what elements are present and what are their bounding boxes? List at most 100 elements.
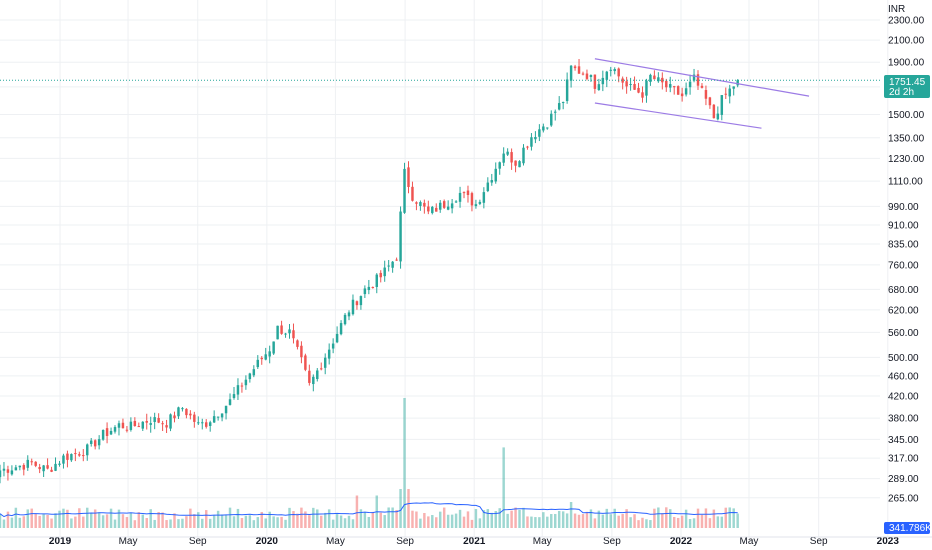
candle-body	[661, 77, 664, 83]
volume-bar	[78, 508, 81, 528]
volume-bar	[609, 514, 612, 528]
candle-body	[609, 69, 612, 71]
volume-bar	[89, 512, 93, 528]
volume-bar	[419, 518, 422, 528]
volume-bar	[462, 516, 466, 528]
volume-bar	[347, 515, 351, 528]
candle-body	[573, 66, 577, 69]
candle-body	[347, 312, 351, 317]
candle-body	[38, 466, 41, 470]
candle-body	[129, 421, 133, 430]
candle-body	[46, 465, 49, 469]
candle-body	[657, 77, 660, 82]
candle-body	[629, 84, 632, 86]
candle-body	[161, 423, 164, 425]
volume-bar	[446, 514, 450, 528]
candle-body	[554, 111, 557, 113]
candle-body	[407, 167, 410, 187]
candle-body	[189, 413, 192, 416]
candle-body	[264, 354, 267, 360]
volume-bar	[371, 511, 375, 528]
volume-bar	[669, 509, 672, 528]
volume-bar	[506, 513, 509, 528]
volume-bar	[621, 513, 624, 528]
candle-body	[50, 469, 53, 472]
volume-bar	[42, 514, 45, 528]
candle-body	[260, 357, 263, 360]
y-tick-label: 345.00	[888, 435, 919, 446]
volume-bar	[169, 519, 172, 528]
y-tick-label: 2300.00	[888, 16, 925, 27]
candlesticks	[0, 58, 739, 484]
candle-body	[613, 69, 616, 72]
candle-body	[14, 467, 18, 471]
volume-bar	[466, 511, 470, 528]
trend-channel[interactable]	[594, 58, 810, 129]
candle-body	[109, 430, 113, 435]
candle-body	[585, 73, 589, 79]
candle-body	[669, 84, 672, 88]
volume-bar	[645, 519, 648, 528]
volume-bar	[494, 511, 497, 528]
candle-body	[300, 345, 303, 358]
candle-body	[312, 376, 315, 385]
channel-lower-line	[594, 102, 762, 129]
candle-body	[621, 78, 624, 83]
volume-bar	[704, 508, 708, 528]
volume-bar	[383, 515, 386, 528]
candle-body	[676, 86, 680, 95]
candle-body	[339, 323, 343, 335]
volume-bar	[292, 511, 295, 528]
volume-bar	[86, 507, 89, 528]
time-axis[interactable]: 2019 May Sep 2020 May Sep 2021 May Sep 2022 May Sep…	[0, 536, 932, 547]
volume-bar	[0, 513, 2, 528]
volume-bar	[220, 514, 224, 528]
volume-bar	[105, 514, 109, 528]
y-tick-label: 1230.00	[888, 154, 925, 165]
candle-body	[316, 370, 319, 380]
candle-body	[379, 272, 382, 278]
candle-body	[411, 186, 414, 201]
volume-bar	[454, 513, 458, 528]
volume-bar	[629, 517, 632, 528]
volume-bar	[161, 512, 164, 528]
candle-body	[117, 423, 121, 428]
candle-body	[240, 385, 244, 387]
candle-body	[18, 465, 22, 468]
volume-bar	[423, 512, 426, 528]
candle-body	[708, 97, 712, 106]
candle-body	[272, 341, 275, 354]
volume-bar	[585, 511, 589, 528]
volume-bar	[201, 518, 204, 528]
candle-body	[66, 453, 69, 460]
candle-body	[141, 421, 145, 429]
volume-bar	[554, 513, 557, 528]
volume-bar	[54, 513, 57, 528]
volume-bar	[672, 516, 676, 528]
candle-body	[470, 193, 474, 206]
volume-bar	[149, 509, 152, 528]
volume-bar	[232, 516, 236, 528]
volume-bar	[10, 517, 14, 528]
candle-body	[22, 465, 26, 470]
volume-bar	[34, 513, 37, 528]
volume-bar	[720, 516, 724, 528]
volume-bar	[514, 507, 517, 528]
candle-body	[288, 329, 291, 334]
volume-bar	[256, 517, 260, 528]
volume-bar	[633, 514, 636, 528]
volume-bar	[581, 514, 585, 528]
candle-body	[197, 422, 200, 424]
volume-bar	[597, 510, 601, 528]
volume-bar	[46, 514, 49, 528]
x-tick-label: 2019	[49, 536, 72, 547]
candle-body	[335, 333, 339, 343]
candle-body	[438, 202, 442, 210]
volume-bar	[208, 518, 212, 528]
volume-bar	[240, 517, 244, 528]
candle-body	[42, 465, 45, 472]
candle-body	[268, 351, 271, 357]
volume-bar	[335, 514, 339, 528]
candle-body	[486, 182, 490, 192]
